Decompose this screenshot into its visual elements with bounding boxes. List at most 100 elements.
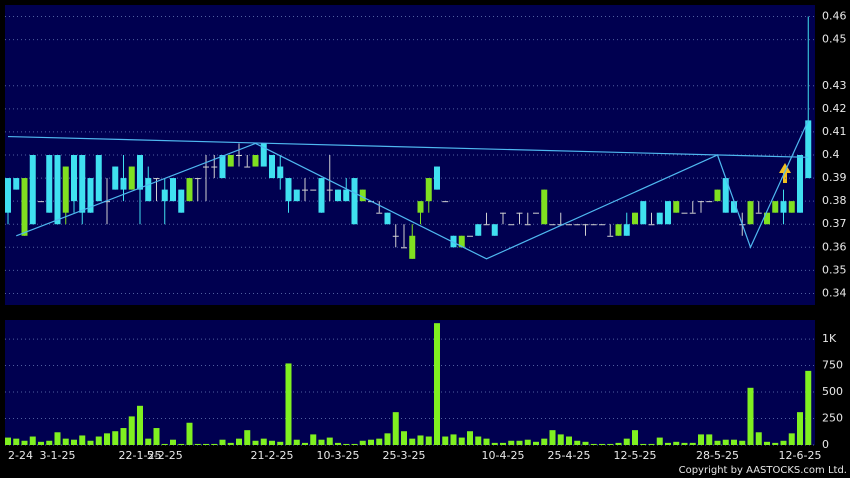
volume-bar	[194, 443, 201, 445]
y-tick-label: 0.42	[822, 102, 847, 115]
volume-bar	[128, 416, 135, 445]
candle-body	[434, 166, 440, 190]
y-tick-label: 0.38	[822, 194, 847, 207]
candle-body	[203, 166, 209, 168]
y-tick-label: 0.41	[822, 125, 847, 138]
volume-bar	[533, 441, 539, 445]
candle-body	[343, 189, 350, 202]
volume-bar	[277, 441, 284, 445]
x-tick-label: 12-5-25	[614, 449, 657, 462]
candle-body	[161, 189, 168, 202]
y-tick-label: 0.35	[822, 263, 847, 276]
volume-bar	[491, 442, 498, 445]
volume-bar	[293, 439, 300, 445]
volume-bar	[772, 442, 779, 445]
y-tick-label: 0.36	[822, 240, 847, 253]
volume-bar	[549, 430, 556, 445]
candle-body	[632, 212, 638, 225]
volume-bar	[326, 437, 333, 445]
candle-body	[260, 143, 267, 167]
candle-body	[574, 224, 581, 226]
volume-bar	[87, 440, 94, 445]
volume-bar	[524, 439, 531, 445]
candle-body	[392, 235, 399, 237]
volume-bar	[566, 436, 572, 445]
candle-body	[87, 178, 94, 213]
volume-bar	[310, 434, 317, 445]
x-tick-label: 22-1-25	[119, 449, 162, 462]
candle-body	[788, 201, 795, 213]
candle-body	[112, 166, 119, 190]
candle-body	[566, 224, 572, 226]
y-tick-label: 0.4	[822, 148, 840, 161]
candle-body	[71, 155, 77, 202]
candle-body	[21, 178, 28, 236]
candle-body	[120, 178, 127, 190]
volume-bar	[417, 435, 424, 445]
candle-body	[623, 224, 630, 236]
candle-body	[178, 189, 185, 213]
copyright: Copyright by AASTOCKS.com Ltd.	[679, 465, 847, 476]
candle-body	[54, 155, 61, 225]
candle-body	[524, 224, 531, 226]
y-tick-label: 0.37	[822, 217, 847, 230]
candle-body	[516, 212, 523, 214]
volume-bar	[656, 437, 663, 445]
candle-body	[475, 224, 482, 236]
candle-body	[194, 178, 201, 180]
volume-bar	[260, 438, 267, 445]
volume-bar	[442, 436, 449, 445]
volume-bar	[648, 443, 655, 445]
candle-body	[62, 166, 69, 213]
volume-bar	[508, 440, 515, 445]
candle-body	[599, 224, 605, 226]
volume-bar	[376, 438, 383, 445]
volume-bar	[467, 431, 473, 445]
volume-bar	[343, 443, 350, 445]
volume-bar	[392, 412, 399, 445]
candle-body	[731, 201, 737, 213]
candle-body	[805, 120, 812, 179]
volume-bar	[79, 435, 86, 445]
candle-body	[302, 189, 308, 191]
volume-bar	[458, 437, 465, 445]
volume-bar	[673, 441, 680, 445]
x-tick-label: 10-3-25	[317, 449, 360, 462]
candle-body	[79, 155, 86, 213]
candle-body	[170, 178, 176, 202]
volume-bar	[401, 431, 407, 445]
candle-body	[211, 166, 218, 168]
volume-bar	[236, 438, 242, 445]
volume-bar	[38, 441, 44, 445]
volume-bar	[706, 434, 713, 445]
candle-body	[673, 201, 680, 213]
candle-body	[508, 224, 515, 226]
volume-bar	[153, 428, 160, 445]
candle-body	[29, 155, 36, 225]
volume-bar	[120, 428, 127, 445]
candle-body	[137, 155, 143, 190]
candle-body	[318, 178, 325, 213]
volume-bar	[5, 437, 11, 445]
candle-body	[269, 155, 275, 179]
volume-bar	[722, 439, 729, 445]
volume-bar	[599, 443, 605, 445]
volume-bar	[805, 370, 812, 445]
volume-bar	[632, 430, 638, 445]
volume-bar	[755, 432, 762, 445]
volume-bar	[541, 438, 548, 445]
candle-body	[359, 189, 366, 202]
candle-body	[335, 189, 341, 202]
y-tick-label: 0.39	[822, 171, 847, 184]
candle-body	[541, 189, 548, 225]
candle-body	[401, 247, 407, 249]
candle-body	[252, 155, 259, 167]
volume-bar	[54, 432, 61, 445]
candle-body	[310, 189, 317, 191]
volume-bar	[145, 438, 152, 445]
volume-bar	[434, 323, 440, 445]
volume-bar	[681, 442, 688, 445]
candle-body	[145, 178, 152, 202]
candle-body	[533, 212, 539, 214]
